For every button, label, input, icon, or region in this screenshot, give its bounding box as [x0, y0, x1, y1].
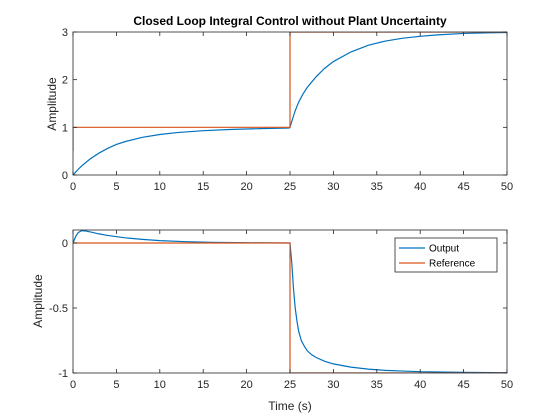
bottom-x-tick-label: 10 [154, 379, 166, 391]
bottom-x-axis-label: Time (s) [268, 399, 312, 413]
top-subplot: Closed Loop Integral Control without Pla… [45, 14, 513, 193]
bottom-y-tick-label: -0.5 [49, 303, 68, 315]
top-x-tick-label: 20 [240, 181, 252, 193]
bottom-x-tick-label: 50 [501, 379, 513, 391]
top-x-tick-label: 50 [501, 181, 513, 193]
bottom-subplot: Amplitude Time (s) 0 5 10 15 20 25 30 35 40 45 50 -… [31, 229, 513, 413]
top-x-tick-label: 30 [327, 181, 339, 193]
bottom-legend: Output Reference [394, 237, 498, 273]
bottom-legend-box [394, 237, 498, 273]
top-x-tick-label: 15 [197, 181, 209, 193]
top-series-output-line [73, 32, 507, 175]
bottom-x-tick-label: 20 [240, 379, 252, 391]
legend-output-label: Output [429, 244, 459, 255]
bottom-x-tick-label: 0 [70, 379, 76, 391]
top-x-tick-label: 35 [371, 181, 383, 193]
top-chart-title: Closed Loop Integral Control without Pla… [133, 14, 447, 28]
bottom-x-tick-label: 35 [371, 379, 383, 391]
bottom-x-tick-label: 15 [197, 379, 209, 391]
top-x-tick-label: 25 [284, 181, 296, 193]
top-x-tick-label: 40 [414, 181, 426, 193]
bottom-x-tick-label: 25 [284, 379, 296, 391]
bottom-x-tick-label: 5 [113, 379, 119, 391]
bottom-y-tick-label: 0 [62, 238, 68, 250]
top-x-tick-label: 10 [154, 181, 166, 193]
legend-reference-label: Reference [429, 259, 476, 270]
bottom-y-tick-label: -1 [58, 368, 68, 380]
bottom-series-reference-line [73, 242, 507, 373]
bottom-x-tick-label: 45 [457, 379, 469, 391]
top-x-tick-label: 5 [113, 181, 119, 193]
bottom-y-axis-label: Amplitude [31, 274, 45, 328]
top-x-tick-label: 0 [70, 181, 76, 193]
top-y-tick-label: 1 [62, 122, 68, 134]
bottom-series-output-line [73, 230, 507, 373]
top-y-tick-label: 3 [62, 27, 68, 39]
top-y-tick-label: 0 [62, 170, 68, 182]
top-y-axis-label: Amplitude [45, 77, 59, 131]
top-x-tick-label: 45 [457, 181, 469, 193]
top-y-tick-label: 2 [62, 75, 68, 87]
bottom-x-tick-label: 30 [327, 379, 339, 391]
top-series-reference-line [73, 32, 507, 152]
bottom-x-tick-label: 40 [414, 379, 426, 391]
